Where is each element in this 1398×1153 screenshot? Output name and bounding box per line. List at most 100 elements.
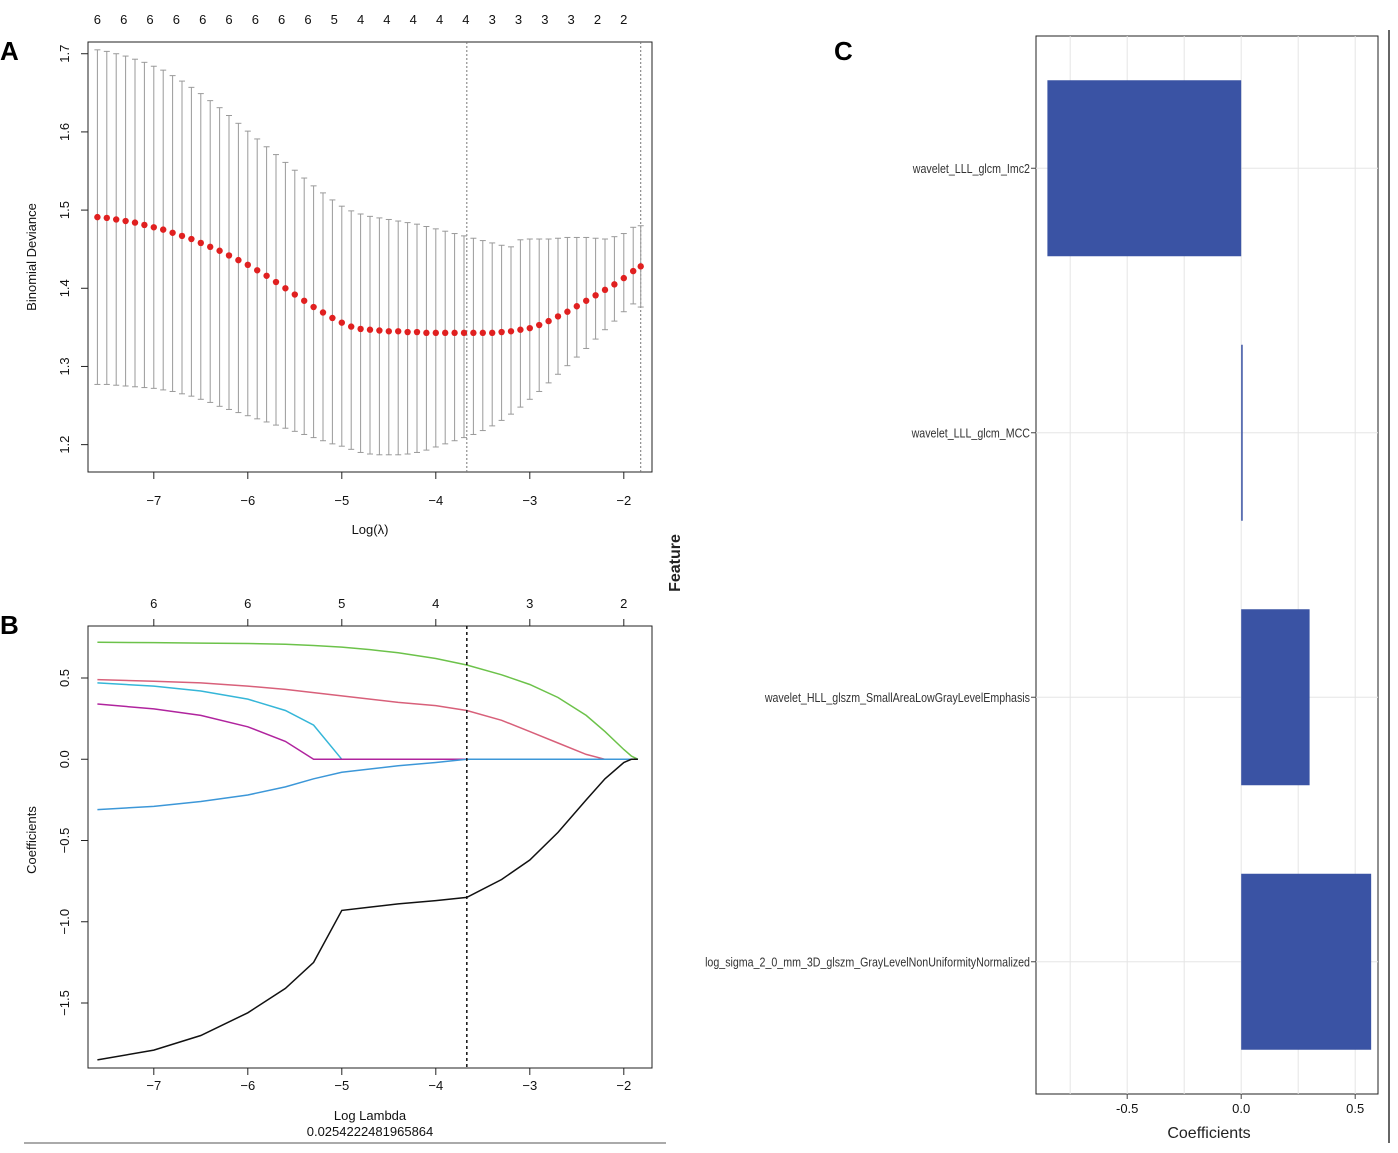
x-axis-label-a: Log(λ): [352, 522, 389, 537]
coef-bar: [1241, 609, 1310, 786]
cv-point-a: [348, 323, 355, 330]
cv-point-a: [517, 326, 524, 333]
feature-label: wavelet_HLL_glszm_SmallAreaLowGrayLevelE…: [764, 690, 1030, 705]
x-tick-label-a: −5: [334, 493, 349, 508]
cv-point-a: [395, 328, 402, 335]
cv-point-a: [545, 317, 552, 325]
y-tick-label-b: −1.0: [57, 909, 72, 935]
cv-point-a: [319, 309, 327, 316]
y-tick-label-a: 1.3: [57, 357, 72, 375]
cv-point-a: [301, 297, 308, 304]
cv-point-a: [376, 327, 383, 334]
feature-label: wavelet_LLL_glcm_Imc2: [912, 161, 1030, 176]
cv-point-a: [169, 229, 176, 236]
lambda-value-b: 0.0254222481965864: [307, 1124, 434, 1139]
top-count-b: 3: [526, 596, 533, 611]
cv-point-a: [216, 247, 223, 254]
y-tick-label-b: 0.0: [57, 750, 72, 768]
coef-path-line: [97, 682, 638, 761]
cv-point-a: [620, 274, 627, 282]
top-count-a: 4: [410, 12, 417, 27]
cv-point-a: [498, 328, 505, 336]
x-tick-label-b: −6: [240, 1078, 255, 1093]
cv-point-a: [338, 319, 345, 326]
y-axis-label-c: Feature: [667, 534, 684, 592]
cv-point-a: [404, 328, 411, 336]
cv-point-a: [310, 303, 317, 311]
x-tick-label-a: −2: [616, 493, 631, 508]
cv-point-a: [460, 329, 468, 337]
y-tick-label-b: −1.5: [57, 990, 72, 1016]
feature-label: log_sigma_2_0_mm_3D_glszm_GrayLevelNonUn…: [705, 955, 1030, 970]
cv-point-a: [611, 281, 618, 288]
x-tick-label-b: −2: [616, 1078, 631, 1093]
y-tick-label-b: −0.5: [57, 828, 72, 854]
cv-point-a: [188, 235, 195, 243]
top-count-a: 2: [620, 12, 627, 27]
top-count-a: 4: [436, 12, 443, 27]
y-tick-label-a: 1.7: [57, 45, 72, 63]
cv-point-a: [103, 214, 111, 222]
cv-point-a: [263, 272, 270, 279]
x-tick-label-b: −3: [522, 1078, 537, 1093]
cv-point-a: [272, 278, 280, 286]
cv-point-a: [592, 292, 599, 299]
cv-point-a: [225, 252, 233, 259]
y-tick-label-a: 1.2: [57, 436, 72, 454]
coef-path-line: [97, 758, 638, 811]
x-tick-label-c: 0.0: [1232, 1101, 1250, 1116]
top-count-a: 6: [252, 12, 259, 27]
cv-point-a: [244, 261, 251, 269]
cv-point-a: [235, 256, 242, 264]
x-tick-label-a: −6: [240, 493, 255, 508]
cv-point-a: [413, 328, 421, 336]
cv-point-a: [630, 267, 637, 275]
cv-point-a: [601, 286, 609, 294]
cv-point-a: [141, 221, 148, 229]
top-count-a: 4: [357, 12, 364, 27]
cv-point-a: [366, 326, 374, 333]
cv-point-a: [554, 313, 562, 320]
x-tick-label-a: −3: [522, 493, 537, 508]
cv-point-a: [442, 329, 449, 337]
top-count-a: 3: [568, 12, 575, 27]
top-count-a: 3: [489, 12, 496, 27]
panel-label-a: A: [0, 36, 19, 66]
coef-path-line: [97, 678, 638, 761]
cv-point-a: [329, 314, 336, 322]
y-tick-label-a: 1.4: [57, 279, 72, 297]
top-count-b: 6: [150, 596, 157, 611]
cv-point-a: [479, 329, 486, 337]
top-count-a: 3: [541, 12, 548, 27]
x-tick-label-c: 0.5: [1346, 1101, 1364, 1116]
plot-frame-c: [1035, 35, 1379, 1095]
top-count-a: 6: [146, 12, 153, 27]
top-count-a: 5: [331, 12, 338, 27]
cv-point-a: [131, 219, 139, 226]
coef-path-line: [97, 758, 638, 1061]
y-axis-label-a: Binomial Deviance: [24, 203, 39, 311]
cv-point-a: [357, 325, 364, 333]
top-count-a: 3: [515, 12, 522, 27]
cv-point-a: [122, 217, 129, 225]
cv-point-a: [282, 285, 289, 292]
cv-point-a: [507, 328, 515, 335]
cv-point-a: [573, 303, 580, 310]
top-count-b: 4: [432, 596, 439, 611]
cv-point-a: [197, 239, 204, 247]
panel-c-coef-bars: Coefficients Feature wavelet_LLL_glcm_Im…: [667, 30, 1390, 1143]
cv-point-a: [536, 321, 543, 329]
coef-path-line: [97, 641, 639, 760]
cv-point-a: [451, 329, 458, 337]
y-axis-label-b: Coefficients: [24, 806, 39, 874]
top-count-a: 6: [120, 12, 127, 27]
x-axis-label-c: Coefficients: [1167, 1125, 1250, 1142]
coef-bar: [1241, 873, 1372, 1050]
top-count-a: 6: [199, 12, 206, 27]
cv-point-a: [160, 226, 167, 233]
plot-frame-b: [87, 625, 653, 1069]
cv-point-a: [207, 243, 214, 251]
top-count-a: 6: [278, 12, 285, 27]
x-tick-label-b: −4: [428, 1078, 443, 1093]
top-count-a: 6: [94, 12, 101, 27]
